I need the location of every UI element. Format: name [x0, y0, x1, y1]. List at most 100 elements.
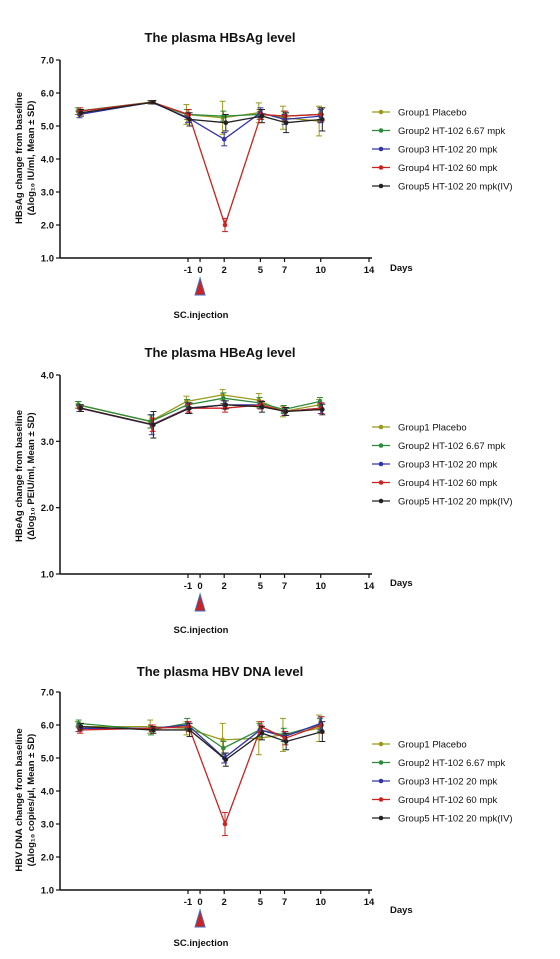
legend-swatch-marker [378, 797, 384, 802]
legend-swatch-marker [378, 146, 384, 152]
legend-entry: Group5 HT-102 20 mpk(IV) [398, 814, 513, 825]
y-axis-label: HBV DNA change from baseline [14, 728, 25, 871]
legend-swatch-marker [378, 760, 384, 765]
legend-entry: Group3 HT-102 20 mpk [398, 460, 498, 471]
data-point [222, 222, 228, 228]
legend-entry: Group1 Placebo [398, 108, 467, 119]
x-tick-label: 14 [364, 265, 375, 276]
data-point [221, 745, 226, 751]
x-axis-label: Days [390, 578, 413, 589]
y-axis-label-units: (Δlog₁₀ IU/ml, Mean ± SD) [26, 101, 37, 216]
x-tick-label: 5 [258, 897, 264, 908]
x-tick-label: 0 [197, 265, 202, 276]
plot-area: 1.0 2.0 3.0 4.0 5.0 6.0 7.0 -1 0 2 5 7 10 14 [41, 56, 375, 296]
x-tick-label: 14 [364, 581, 375, 592]
data-point [223, 402, 229, 408]
x-tick-label: 14 [364, 897, 375, 908]
data-point [223, 120, 229, 125]
data-point [78, 110, 84, 116]
legend-swatch-marker [378, 165, 384, 170]
injection-arrow-icon [194, 592, 206, 612]
y-tick-label: 2.0 [41, 503, 54, 514]
data-point [259, 730, 265, 736]
legend-entry: Group1 Placebo [398, 423, 467, 434]
data-point [151, 422, 156, 428]
data-point [222, 821, 228, 827]
legend-swatch-marker [378, 741, 384, 747]
chart-panel-hbsag: The plasma HBsAg level HBsAg change from… [14, 30, 413, 321]
legend-swatch-marker [378, 109, 384, 115]
legend-swatch-marker [378, 815, 384, 821]
plot-area: 1.0 2.0 3.0 4.0 -1 0 2 5 7 10 14 [41, 371, 375, 612]
data-point [187, 727, 192, 733]
x-tick-label: 2 [222, 265, 227, 276]
y-axis-label-units: (Δlog₁₀ PEIU/ml, Mean ± SD) [26, 412, 37, 539]
legend-swatch-marker [378, 778, 384, 784]
legend: Group1 Placebo Group2 HT-102 6.67 mpk Grou… [372, 740, 513, 825]
data-point [320, 407, 325, 412]
x-tick-label: 10 [315, 265, 326, 276]
legend-swatch-marker [378, 480, 384, 485]
chart-title: The plasma HBsAg level [145, 30, 296, 45]
data-point [187, 117, 192, 122]
y-tick-label: 1.0 [41, 570, 54, 581]
plot-area: 1.0 2.0 3.0 4.0 5.0 6.0 7.0 -1 0 2 5 7 10 14 [41, 688, 375, 928]
y-tick-label: 5.0 [41, 754, 54, 765]
data-point [319, 112, 324, 117]
data-point [283, 409, 289, 414]
x-tick-label: 7 [282, 581, 287, 592]
data-point [319, 722, 324, 728]
legend-entry: Group5 HT-102 20 mpk(IV) [398, 497, 513, 508]
data-point [320, 117, 325, 122]
x-tick-label: 2 [222, 897, 227, 908]
y-tick-label: 2.0 [41, 221, 54, 232]
legend-entry: Group3 HT-102 20 mpk [398, 777, 498, 788]
x-axis-label: Days [390, 263, 413, 274]
y-tick-label: 1.0 [41, 254, 54, 265]
y-tick-label: 7.0 [41, 688, 54, 699]
chart-title: The plasma HBV DNA level [137, 664, 303, 679]
data-point [283, 113, 288, 119]
x-tick-label: 7 [282, 265, 287, 276]
x-tick-label: 10 [315, 581, 326, 592]
data-point [151, 727, 156, 733]
x-tick-label: -1 [184, 897, 193, 908]
y-tick-label: 7.0 [41, 56, 54, 67]
injection-arrow-icon [194, 276, 206, 296]
chart-panel-hbvdna: The plasma HBV DNA level HBV DNA change … [14, 664, 413, 949]
legend-swatch-marker [378, 498, 384, 504]
injection-annotation: SC.injection [174, 938, 229, 949]
data-point [78, 405, 84, 411]
legend-swatch-marker [378, 443, 384, 448]
y-tick-label: 6.0 [41, 89, 54, 100]
legend-entry: Group4 HT-102 60 mpk [398, 163, 498, 174]
legend-entry: Group4 HT-102 60 mpk [398, 478, 498, 489]
x-tick-label: -1 [184, 581, 193, 592]
data-point [78, 724, 84, 729]
y-tick-label: 3.0 [41, 820, 54, 831]
injection-arrow-icon [194, 908, 206, 928]
x-axis-label: Days [390, 905, 413, 916]
injection-annotation: SC.injection [174, 625, 229, 636]
legend-entry: Group2 HT-102 6.67 mpk [398, 758, 505, 769]
x-tick-label: 10 [315, 897, 326, 908]
data-point [221, 395, 226, 401]
data-point [223, 757, 229, 762]
legend: Group1 Placebo Group2 HT-102 6.67 mpk Grou… [372, 108, 513, 193]
y-axis-label: HBeAg change from baseline [14, 410, 25, 542]
data-point [320, 729, 325, 734]
y-tick-label: 4.0 [41, 371, 54, 382]
x-tick-label: 0 [197, 897, 202, 908]
data-point [187, 405, 192, 411]
legend-swatch-marker [378, 461, 384, 467]
injection-annotation: SC.injection [174, 310, 229, 321]
legend-entry: Group2 HT-102 6.67 mpk [398, 441, 505, 452]
y-tick-label: 3.0 [41, 437, 54, 448]
legend-entry: Group3 HT-102 20 mpk [398, 145, 498, 156]
data-point [283, 739, 289, 744]
x-tick-label: 7 [282, 897, 287, 908]
legend-swatch-marker [378, 424, 384, 430]
y-tick-label: 4.0 [41, 787, 54, 798]
y-tick-label: 4.0 [41, 155, 54, 166]
x-tick-label: 5 [258, 265, 264, 276]
